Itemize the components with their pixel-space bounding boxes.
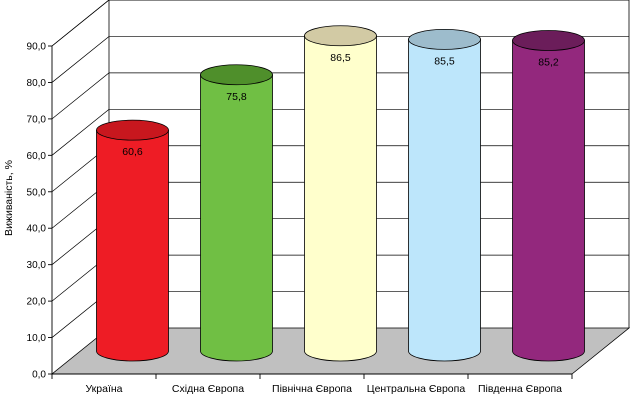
bar-body	[200, 74, 273, 362]
y-tick-label: 70,0	[27, 114, 47, 125]
y-tick-label: 30,0	[27, 260, 47, 271]
data-label: 75,8	[226, 91, 247, 103]
bar-top	[512, 30, 585, 51]
y-tick-label: 10,0	[27, 333, 47, 344]
labels: 60,6 Україна 75,8 Східна Європа 86,5 Північна…	[85, 52, 562, 395]
bar-body	[304, 35, 377, 362]
data-label: 85,5	[434, 55, 455, 67]
bar-body	[408, 39, 481, 362]
axes: 0,0 10,0 20,0 30,0 40,0 50,0 60,0 70,0 80,0 90,0	[27, 42, 573, 381]
y-tick-label: 90,0	[27, 42, 47, 53]
bar-body	[96, 129, 169, 362]
bar-top	[200, 64, 273, 86]
bar	[304, 25, 377, 362]
y-tick-label: 0,0	[32, 370, 46, 381]
x-tick-label: Південна Європа	[478, 383, 562, 395]
x-tick-label: Україна	[85, 383, 122, 395]
bar	[408, 29, 481, 362]
x-tick-label: Східна Європа	[172, 383, 244, 395]
y-tick-label: 50,0	[27, 187, 47, 198]
bars	[96, 25, 585, 362]
bar-body	[512, 40, 585, 362]
bar	[200, 64, 273, 362]
bar-top	[96, 119, 169, 141]
data-label: 86,5	[330, 52, 351, 64]
x-tick-label: Північна Європа	[272, 383, 352, 395]
x-tick-label: Центральна Європа	[367, 383, 466, 395]
y-axis-label: Виживаність, %	[3, 160, 15, 236]
data-label: 85,2	[538, 56, 559, 68]
bar	[512, 30, 585, 362]
bar-top	[408, 29, 481, 50]
data-label: 60,6	[122, 146, 143, 158]
y-tick-label: 40,0	[27, 224, 47, 235]
bar-top	[304, 25, 377, 47]
bar	[96, 119, 169, 362]
y-tick-label: 60,0	[27, 151, 47, 162]
y-tick-label: 20,0	[27, 297, 47, 308]
y-tick-label: 80,0	[27, 78, 47, 89]
